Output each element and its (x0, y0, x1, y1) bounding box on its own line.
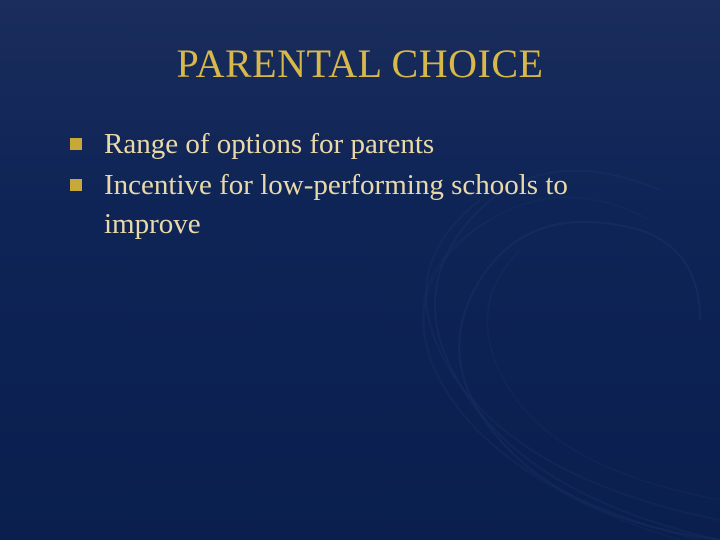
bullet-item: Range of options for parents (70, 125, 670, 164)
bullet-square-icon (70, 138, 82, 150)
bullet-list: Range of options for parents Incentive f… (50, 125, 670, 244)
slide: PARENTAL CHOICE Range of options for par… (0, 0, 720, 540)
bullet-text: Range of options for parents (104, 128, 434, 160)
bullet-item: Incentive for low-performing schools to … (70, 166, 670, 244)
slide-title: PARENTAL CHOICE (50, 40, 670, 87)
bullet-square-icon (70, 179, 82, 191)
bullet-text: Incentive for low-performing schools to … (104, 169, 568, 240)
